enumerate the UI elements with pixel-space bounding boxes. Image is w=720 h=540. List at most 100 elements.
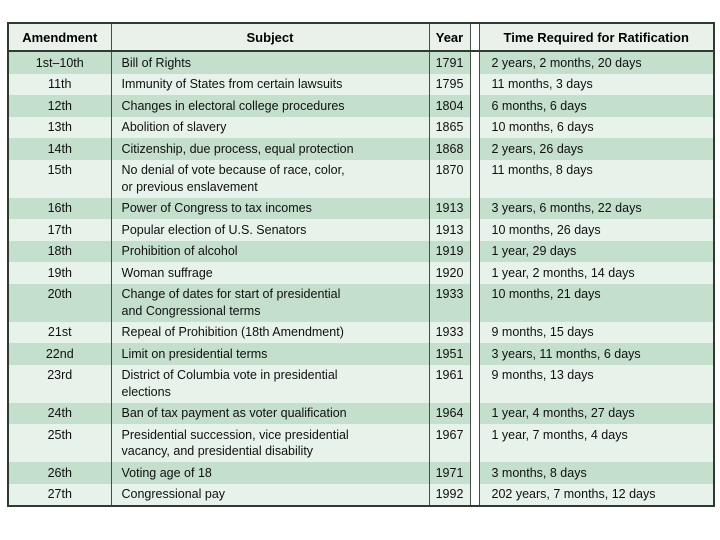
gutter-cell xyxy=(469,343,480,365)
table-row: 23rd District of Columbia vote in preside… xyxy=(8,364,714,403)
gutter-cell xyxy=(469,95,480,117)
amendment-cell: 22nd xyxy=(8,343,112,365)
gutter-cell xyxy=(469,424,480,462)
amendment-cell: 27th xyxy=(8,483,112,506)
time-cell: 11 months, 8 days xyxy=(479,159,714,198)
subject-cell: Voting age of 18 xyxy=(111,462,430,484)
table-row: 19th Woman suffrage 1920 1 year, 2 months, … xyxy=(8,262,714,284)
subject-cell: Popular election of U.S. Senators xyxy=(111,219,430,241)
gutter-cell xyxy=(469,240,480,262)
year-cell: 1920 xyxy=(429,262,470,284)
table-row: 20th Change of dates for start of preside… xyxy=(8,283,714,322)
column-header-amendment: Amendment xyxy=(8,23,112,52)
amendment-cell: 24th xyxy=(8,402,112,424)
year-cell: 1913 xyxy=(429,219,470,241)
table-row: 22nd Limit on presidential terms 1951 3 yea… xyxy=(8,343,714,365)
amendment-cell: 1st–10th xyxy=(8,51,112,74)
year-cell: 1919 xyxy=(429,240,470,262)
time-cell: 9 months, 15 days xyxy=(479,321,714,343)
subject-cell: Bill of Rights xyxy=(111,51,430,74)
table-row: 16th Power of Congress to tax incomes 1913… xyxy=(8,197,714,219)
year-cell: 1804 xyxy=(429,95,470,117)
subject-cell: Prohibition of alcohol xyxy=(111,240,430,262)
amendment-cell: 11th xyxy=(8,73,112,95)
year-cell: 1868 xyxy=(429,138,470,160)
time-cell: 10 months, 26 days xyxy=(479,219,714,241)
amendment-cell: 26th xyxy=(8,462,112,484)
amendment-cell: 12th xyxy=(8,95,112,117)
amendment-cell: 15th xyxy=(8,159,112,198)
year-cell: 1795 xyxy=(429,73,470,95)
gutter-cell xyxy=(469,283,480,322)
gutter-cell xyxy=(469,219,480,241)
amendment-cell: 14th xyxy=(8,138,112,160)
table-row: 15th No denial of vote because of race, c… xyxy=(8,159,714,198)
gutter-cell xyxy=(469,262,480,284)
time-cell: 11 months, 3 days xyxy=(479,73,714,95)
table-row: 25th Presidential succession, vice presid… xyxy=(8,424,714,462)
table-row: 21st Repeal of Prohibition (18th Amendmen… xyxy=(8,321,714,343)
time-cell: 10 months, 21 days xyxy=(479,283,714,322)
time-cell: 9 months, 13 days xyxy=(479,364,714,403)
amendment-cell: 23rd xyxy=(8,364,112,403)
amendment-cell: 16th xyxy=(8,197,112,219)
table-header: Amendment Subject Year Time Required for… xyxy=(8,23,714,52)
gutter-cell xyxy=(469,462,480,484)
table-row: 17th Popular election of U.S. Senators 191… xyxy=(8,219,714,241)
table-row: 14th Citizenship, due process, equal prot… xyxy=(8,138,714,160)
subject-cell: Abolition of slavery xyxy=(111,116,430,138)
subject-cell: No denial of vote because of race, color… xyxy=(111,159,430,198)
table-row: 18th Prohibition of alcohol 1919 1 year, 29… xyxy=(8,240,714,262)
year-cell: 1967 xyxy=(429,424,470,462)
column-header-subject: Subject xyxy=(111,23,430,52)
time-cell: 3 months, 8 days xyxy=(479,462,714,484)
amendment-cell: 19th xyxy=(8,262,112,284)
subject-cell: Change of dates for start of presidentia… xyxy=(111,283,430,322)
time-cell: 3 years, 11 months, 6 days xyxy=(479,343,714,365)
column-gutter xyxy=(469,23,480,52)
gutter-cell xyxy=(469,321,480,343)
subject-cell: Citizenship, due process, equal protecti… xyxy=(111,138,430,160)
year-cell: 1870 xyxy=(429,159,470,198)
year-cell: 1951 xyxy=(429,343,470,365)
year-cell: 1933 xyxy=(429,321,470,343)
table-row: 24th Ban of tax payment as voter qualific… xyxy=(8,402,714,424)
time-cell: 3 years, 6 months, 22 days xyxy=(479,197,714,219)
amendment-cell: 21st xyxy=(8,321,112,343)
header-row: Amendment Subject Year Time Required for… xyxy=(8,23,714,52)
time-cell: 1 year, 29 days xyxy=(479,240,714,262)
amendment-cell: 20th xyxy=(8,283,112,322)
table-row: 12th Changes in electoral college procedu… xyxy=(8,95,714,117)
subject-cell: Power of Congress to tax incomes xyxy=(111,197,430,219)
year-cell: 1913 xyxy=(429,197,470,219)
subject-cell: Woman suffrage xyxy=(111,262,430,284)
gutter-cell xyxy=(469,159,480,198)
gutter-cell xyxy=(469,116,480,138)
gutter-cell xyxy=(469,51,480,74)
gutter-cell xyxy=(469,197,480,219)
subject-cell: Congressional pay xyxy=(111,483,430,506)
year-cell: 1961 xyxy=(429,364,470,403)
time-cell: 2 years, 2 months, 20 days xyxy=(479,51,714,74)
time-cell: 1 year, 4 months, 27 days xyxy=(479,402,714,424)
table-body: 1st–10th Bill of Rights 1791 2 years, 2 mon… xyxy=(8,51,714,506)
amendments-table-container: Amendment Subject Year Time Required for… xyxy=(7,22,715,507)
year-cell: 1933 xyxy=(429,283,470,322)
table-row: 1st–10th Bill of Rights 1791 2 years, 2 mon… xyxy=(8,51,714,74)
time-cell: 202 years, 7 months, 12 days xyxy=(479,483,714,506)
gutter-cell xyxy=(469,402,480,424)
time-cell: 1 year, 7 months, 4 days xyxy=(479,424,714,462)
subject-cell: Limit on presidential terms xyxy=(111,343,430,365)
gutter-cell xyxy=(469,138,480,160)
time-cell: 1 year, 2 months, 14 days xyxy=(479,262,714,284)
subject-cell: Changes in electoral college procedures xyxy=(111,95,430,117)
time-cell: 10 months, 6 days xyxy=(479,116,714,138)
gutter-cell xyxy=(469,73,480,95)
subject-cell: Presidential succession, vice presidenti… xyxy=(111,424,430,462)
time-cell: 2 years, 26 days xyxy=(479,138,714,160)
table-row: 27th Congressional pay 1992 202 years, 7 mo… xyxy=(8,483,714,506)
column-header-year: Year xyxy=(429,23,470,52)
subject-cell: District of Columbia vote in presidentia… xyxy=(111,364,430,403)
table-row: 13th Abolition of slavery 1865 10 months, 6… xyxy=(8,116,714,138)
subject-cell: Ban of tax payment as voter qualificatio… xyxy=(111,402,430,424)
